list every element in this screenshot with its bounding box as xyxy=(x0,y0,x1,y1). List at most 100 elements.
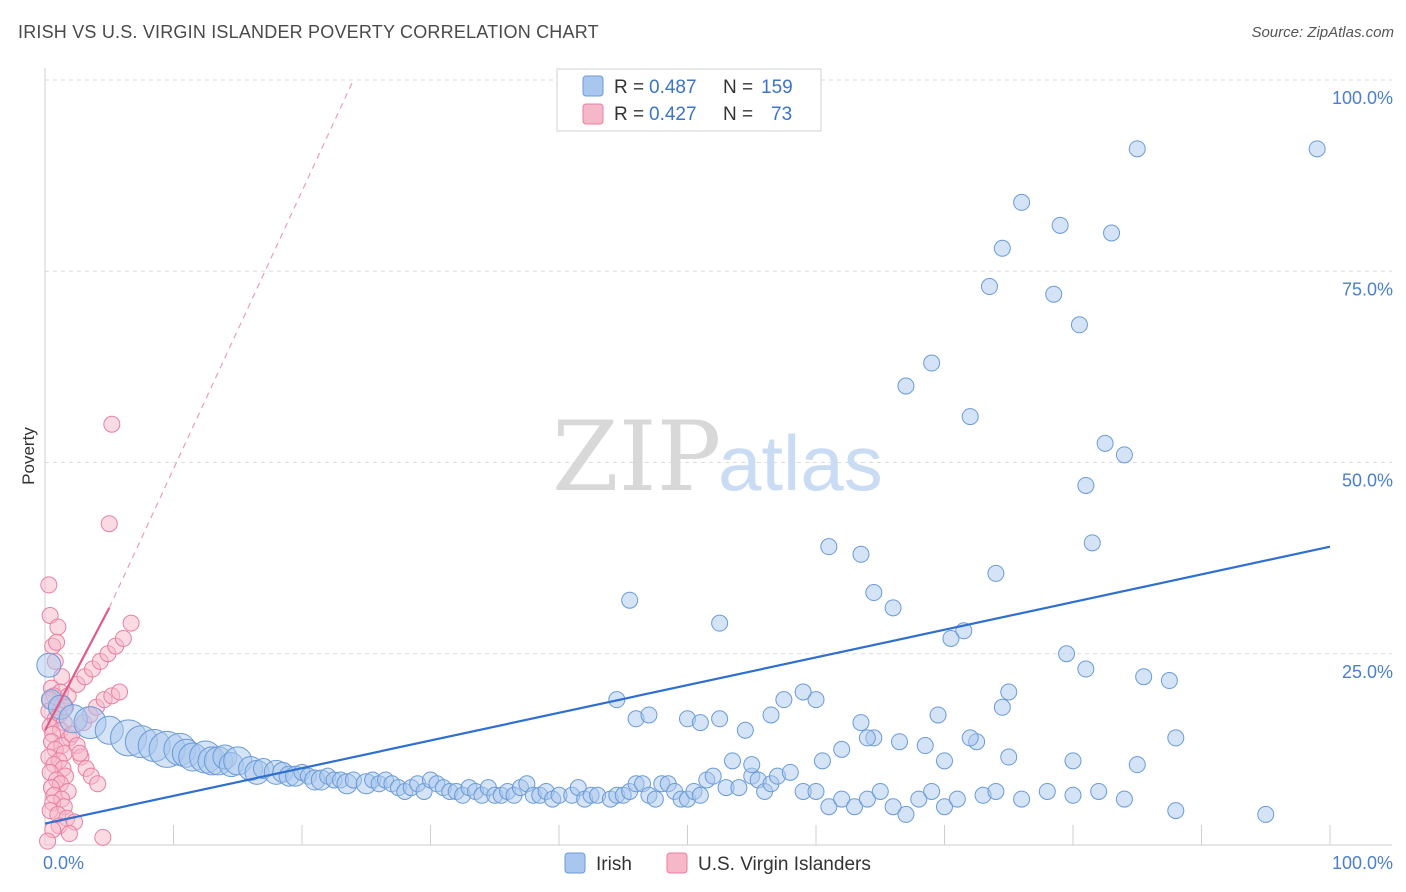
axes xyxy=(44,68,1392,846)
irish-point xyxy=(1096,434,1114,452)
top-legend: R = 0.487 N = 159 R = 0.427 N = 73 xyxy=(556,68,822,132)
irish-point xyxy=(736,721,754,739)
irish-point xyxy=(1160,672,1178,690)
legend-usvi-n-value: 73 xyxy=(771,104,792,125)
irish-point xyxy=(1000,748,1018,766)
irish-point xyxy=(1000,683,1018,701)
x-tick-labels: 0.0% 100.0% xyxy=(43,853,1393,873)
irish-point xyxy=(961,408,979,426)
irish-point xyxy=(691,786,709,804)
y-axis-label: Poverty xyxy=(19,427,38,485)
irish-point xyxy=(852,545,870,563)
irish-point xyxy=(1128,756,1146,774)
irish-point xyxy=(1308,140,1326,158)
irish-point xyxy=(993,239,1011,257)
usvi-point xyxy=(122,614,140,632)
legend-irish-swatch xyxy=(582,75,604,97)
usvi-trend-extension xyxy=(108,79,354,609)
irish-point xyxy=(936,798,953,816)
irish-point xyxy=(923,782,941,800)
legend-irish-r-value: 0.487 xyxy=(649,77,697,98)
irish-point xyxy=(813,752,831,770)
irish-point xyxy=(858,790,876,808)
irish-point xyxy=(1045,285,1063,303)
bottom-legend-usvi-swatch xyxy=(666,852,688,874)
irish-point xyxy=(1070,316,1088,334)
irish-point xyxy=(1083,534,1101,552)
irish-point xyxy=(36,652,62,678)
usvi-point xyxy=(49,618,67,636)
irish-point xyxy=(858,729,876,747)
y-tick-label-2: 75.0% xyxy=(1342,279,1393,299)
irish-point xyxy=(1103,224,1121,242)
irish-point xyxy=(781,763,799,781)
usvi-point xyxy=(111,683,129,701)
irish-point xyxy=(1038,782,1056,800)
usvi-point xyxy=(60,825,78,843)
x-tick-label-0: 0.0% xyxy=(43,853,84,873)
y-tick-label-1: 50.0% xyxy=(1342,471,1393,491)
irish-point xyxy=(1115,446,1133,464)
irish-point xyxy=(993,698,1011,716)
usvi-point xyxy=(103,415,121,433)
irish-points xyxy=(36,140,1326,823)
irish-point xyxy=(775,691,793,709)
irish-point xyxy=(691,714,709,732)
irish-point xyxy=(871,782,889,800)
irish-point xyxy=(936,752,953,770)
irish-point xyxy=(730,779,748,797)
irish-point xyxy=(1013,790,1031,808)
bottom-legend-irish-swatch xyxy=(564,852,586,874)
irish-point xyxy=(646,790,664,808)
irish-point xyxy=(891,733,909,751)
irish-point xyxy=(948,790,966,808)
usvi-point xyxy=(39,832,57,850)
irish-point xyxy=(1167,802,1185,820)
watermark-atlas: atlas xyxy=(718,419,883,507)
irish-point xyxy=(794,683,812,701)
irish-point xyxy=(1128,140,1146,158)
irish-point xyxy=(884,599,902,617)
bottom-legend: Irish U.S. Virgin Islanders xyxy=(564,852,871,875)
irish-point xyxy=(980,278,998,296)
legend-usvi-n-label: N = xyxy=(723,104,753,125)
irish-point xyxy=(865,584,883,602)
irish-point xyxy=(820,798,838,816)
irish-point xyxy=(621,591,639,609)
irish-point xyxy=(987,782,1005,800)
irish-point xyxy=(961,729,979,747)
usvi-point xyxy=(48,633,66,651)
irish-point xyxy=(833,790,851,808)
y-tick-label-3: 100.0% xyxy=(1332,88,1393,108)
legend-irish-n-value: 159 xyxy=(761,77,793,98)
irish-point xyxy=(1064,786,1082,804)
irish-point xyxy=(1135,668,1153,686)
legend-usvi-r-label: R = xyxy=(614,104,644,125)
irish-point xyxy=(833,740,851,758)
irish-point xyxy=(1051,216,1069,234)
watermark-zip: ZIP xyxy=(552,401,721,513)
trend-lines xyxy=(44,79,1331,825)
y-tick-labels: 25.0% 50.0% 75.0% 100.0% xyxy=(1332,88,1393,682)
usvi-point xyxy=(114,629,132,647)
legend-usvi-swatch xyxy=(582,103,604,125)
irish-point xyxy=(711,710,729,728)
irish-point xyxy=(711,614,729,632)
legend-usvi-r-value: 0.427 xyxy=(649,104,697,125)
x-tick-label-1: 100.0% xyxy=(1332,853,1393,873)
source-label: Source: ZipAtlas.com xyxy=(1251,24,1394,41)
irish-point xyxy=(1090,782,1108,800)
chart-title: IRISH VS U.S. VIRGIN ISLANDER POVERTY CO… xyxy=(18,22,599,42)
usvi-point xyxy=(71,744,89,762)
irish-point xyxy=(1167,729,1185,747)
irish-point xyxy=(807,782,825,800)
irish-point xyxy=(1257,805,1275,823)
irish-point xyxy=(884,798,902,816)
irish-point xyxy=(910,790,928,808)
y-tick-label-0: 25.0% xyxy=(1342,662,1393,682)
irish-point xyxy=(1115,790,1133,808)
usvi-point xyxy=(100,515,118,533)
irish-point xyxy=(942,629,960,647)
usvi-point xyxy=(89,775,107,793)
